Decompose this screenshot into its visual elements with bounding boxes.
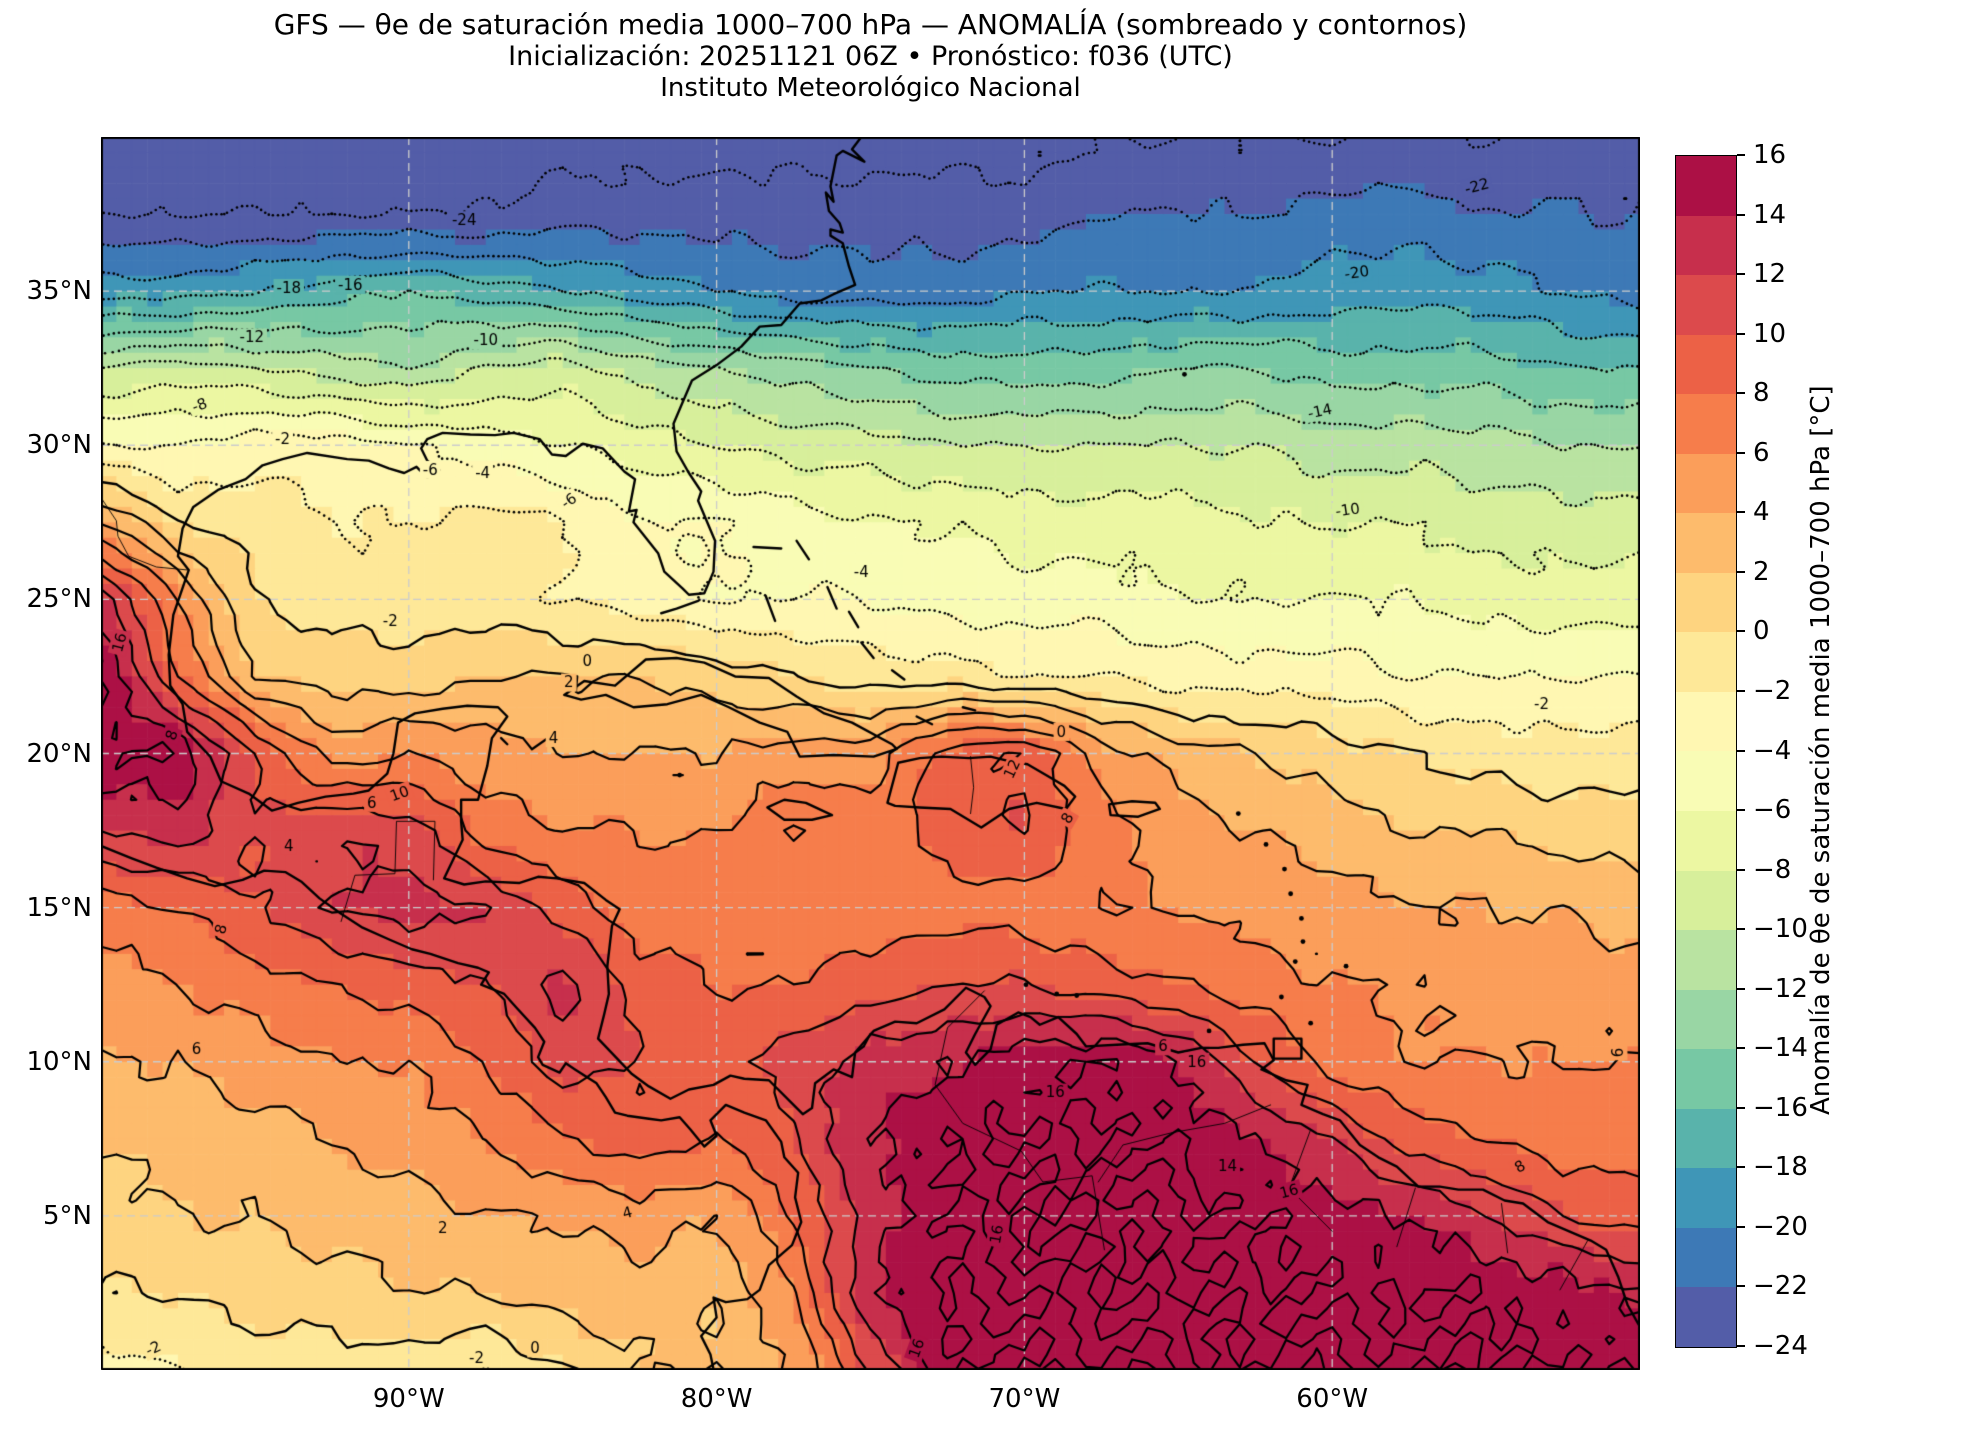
colorbar-tickmark: [1736, 1106, 1745, 1109]
colorbar-tick-label: −20: [1753, 1211, 1808, 1242]
colorbar-tickmark: [1736, 451, 1745, 454]
colorbar-tick-label: 2: [1753, 556, 1770, 587]
colorbar-band: [1676, 811, 1736, 871]
figure-titles: GFS — θe de saturación media 1000–700 hP…: [101, 8, 1640, 104]
title-line-2: Inicialización: 20251121 06Z • Pronóstic…: [508, 41, 1233, 72]
colorbar-tickmark: [1736, 630, 1745, 633]
x-tick-label: 70°W: [988, 1384, 1061, 1414]
colorbar-band: [1676, 1227, 1736, 1288]
colorbar-tick-label: −14: [1753, 1033, 1808, 1064]
colorbar-tickmark: [1736, 749, 1745, 752]
title-line-3: Instituto Meteorológico Nacional: [660, 73, 1081, 103]
colorbar-band: [1676, 334, 1736, 395]
colorbar-band: [1676, 632, 1736, 692]
colorbar: [1675, 155, 1737, 1348]
colorbar-band: [1676, 513, 1736, 573]
colorbar-band: [1676, 453, 1736, 514]
y-tick-label: 30°N: [26, 430, 92, 461]
colorbar-tickmark: [1736, 1166, 1745, 1169]
colorbar-label: Anomalía de θe de saturación media 1000–…: [1806, 385, 1836, 1116]
map-canvas: [101, 137, 1640, 1370]
colorbar-tickmark: [1736, 928, 1745, 931]
colorbar-tick-label: 4: [1753, 497, 1770, 528]
colorbar-tickmark: [1736, 689, 1745, 692]
colorbar-tickmark: [1736, 154, 1745, 156]
colorbar-tick-label: 16: [1753, 140, 1787, 170]
y-tick-label: 5°N: [43, 1200, 92, 1231]
colorbar-tick-label: −22: [1753, 1271, 1808, 1302]
colorbar-band: [1676, 1168, 1736, 1228]
colorbar-tickmark: [1736, 392, 1745, 395]
colorbar-tickmark: [1736, 273, 1745, 276]
colorbar-tick-label: 8: [1753, 378, 1770, 409]
y-tick-label: 35°N: [26, 276, 92, 307]
colorbar-tickmark: [1736, 868, 1745, 871]
colorbar-band: [1676, 275, 1736, 335]
colorbar-band: [1676, 215, 1736, 276]
colorbar-tick-label: 14: [1753, 199, 1787, 230]
colorbar-tickmark: [1736, 332, 1745, 335]
x-tick-label: 80°W: [680, 1384, 753, 1414]
colorbar-band: [1676, 691, 1736, 752]
colorbar-tickmark: [1736, 1047, 1745, 1050]
colorbar-tick-label: 10: [1753, 318, 1787, 349]
colorbar-band: [1676, 1108, 1736, 1169]
colorbar-tickmark: [1736, 213, 1745, 216]
colorbar-tick-label: −16: [1753, 1092, 1808, 1123]
colorbar-tick-label: 6: [1753, 437, 1770, 468]
colorbar-tickmark: [1736, 511, 1745, 514]
colorbar-band: [1676, 870, 1736, 931]
colorbar-tick-label: −24: [1753, 1331, 1808, 1361]
x-tick-label: 60°W: [1296, 1384, 1369, 1414]
colorbar-tick-label: −4: [1753, 735, 1792, 766]
colorbar-band: [1676, 394, 1736, 454]
colorbar-band: [1676, 930, 1736, 990]
x-tick-label: 90°W: [372, 1384, 445, 1414]
y-tick-label: 20°N: [26, 738, 92, 769]
colorbar-tickmark: [1736, 1285, 1745, 1288]
colorbar-tickmark: [1736, 809, 1745, 812]
colorbar-band: [1676, 156, 1736, 216]
y-tick-label: 25°N: [26, 584, 92, 615]
colorbar-tick-label: 0: [1753, 616, 1770, 647]
colorbar-tick-label: −10: [1753, 914, 1808, 945]
colorbar-tick-label: −18: [1753, 1152, 1808, 1183]
colorbar-tickmark: [1736, 1225, 1745, 1228]
colorbar-band: [1676, 1287, 1736, 1347]
title-line-1: GFS — θe de saturación media 1000–700 hP…: [273, 8, 1468, 41]
y-tick-label: 15°N: [26, 892, 92, 923]
colorbar-band: [1676, 989, 1736, 1050]
colorbar-band: [1676, 572, 1736, 633]
colorbar-tick-label: −12: [1753, 973, 1808, 1004]
colorbar-tick-label: −2: [1753, 675, 1792, 706]
y-tick-label: 10°N: [26, 1046, 92, 1077]
colorbar-tick-label: −8: [1753, 854, 1792, 885]
colorbar-band: [1676, 751, 1736, 812]
colorbar-tickmark: [1736, 987, 1745, 990]
colorbar-tickmark: [1736, 570, 1745, 573]
colorbar-band: [1676, 1049, 1736, 1109]
colorbar-tick-label: −6: [1753, 795, 1792, 826]
colorbar-tickmark: [1736, 1345, 1745, 1347]
colorbar-tick-label: 12: [1753, 259, 1787, 290]
